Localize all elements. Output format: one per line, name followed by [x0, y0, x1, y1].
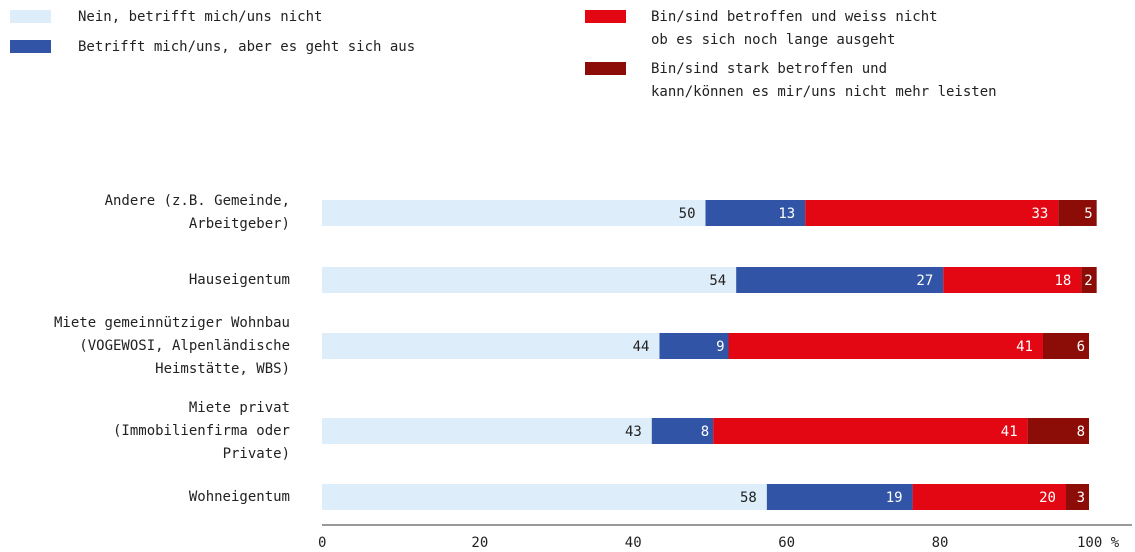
legend-swatch [585, 10, 626, 23]
bar-segment [943, 267, 1082, 293]
bar-segment [1058, 200, 1097, 226]
bar-segment [713, 418, 1028, 444]
value-label: 41 [1016, 339, 1033, 355]
value-label: 41 [1001, 424, 1018, 440]
category-label: Miete privat (Immobilienfirma oder Priva… [112, 399, 290, 462]
value-label: 9 [716, 339, 724, 355]
value-label: 3 [1077, 490, 1085, 506]
x-tick-label: 40 [625, 535, 642, 551]
bar-segment [651, 418, 714, 444]
bar-segment [1027, 418, 1089, 444]
category-label: Miete gemeinnütziger Wohnbau (VOGEWOSI, … [53, 314, 290, 377]
value-label: 50 [679, 206, 696, 222]
x-tick-label: 80 [932, 535, 949, 551]
bar-segment [805, 200, 1059, 226]
value-label: 20 [1039, 490, 1056, 506]
value-label: 27 [916, 273, 933, 289]
value-label: 19 [886, 490, 903, 506]
x-tick-label: 0 [318, 535, 326, 551]
bar-segment [1065, 484, 1089, 510]
value-label: 8 [1077, 424, 1085, 440]
value-label: 13 [778, 206, 795, 222]
bar-segment [659, 333, 729, 359]
legend-swatch [585, 62, 626, 75]
value-label: 33 [1031, 206, 1048, 222]
x-tick-label: 100 % [1077, 535, 1120, 551]
legend-label: Bin/sind stark betroffen und kann/können… [651, 61, 997, 100]
bar-segment [322, 200, 706, 226]
bar-segment [766, 484, 913, 510]
value-label: 43 [625, 424, 642, 440]
category-label: Hauseigentum [188, 271, 290, 288]
value-label: 44 [633, 339, 650, 355]
bar-segment [912, 484, 1066, 510]
bar-segment [322, 484, 767, 510]
value-label: 6 [1077, 339, 1085, 355]
category-label: Wohneigentum [188, 488, 290, 505]
legend-swatch [10, 10, 51, 23]
category-label: Andere (z.B. Gemeinde, Arbeitgeber) [104, 193, 290, 232]
bar-segment [728, 333, 1043, 359]
bar-segment [1081, 267, 1097, 293]
legend-label: Betrifft mich/uns, aber es geht sich aus [78, 39, 416, 55]
value-label: 18 [1054, 273, 1071, 289]
value-label: 5 [1084, 206, 1092, 222]
legend-swatch [10, 40, 51, 53]
value-label: 58 [740, 490, 757, 506]
legend-label: Nein, betrifft mich/uns nicht [78, 9, 323, 25]
bar-segment [1042, 333, 1089, 359]
x-tick-label: 60 [778, 535, 795, 551]
value-label: 54 [709, 273, 726, 289]
value-label: 2 [1084, 273, 1092, 289]
bar-segment [322, 267, 737, 293]
bar-segment [736, 267, 944, 293]
legend-label: Bin/sind betroffen und weiss nicht ob es… [651, 9, 938, 48]
x-tick-label: 20 [471, 535, 488, 551]
value-label: 8 [701, 424, 709, 440]
bar-segment [705, 200, 806, 226]
bar-segment [322, 333, 660, 359]
bar-segment [322, 418, 652, 444]
